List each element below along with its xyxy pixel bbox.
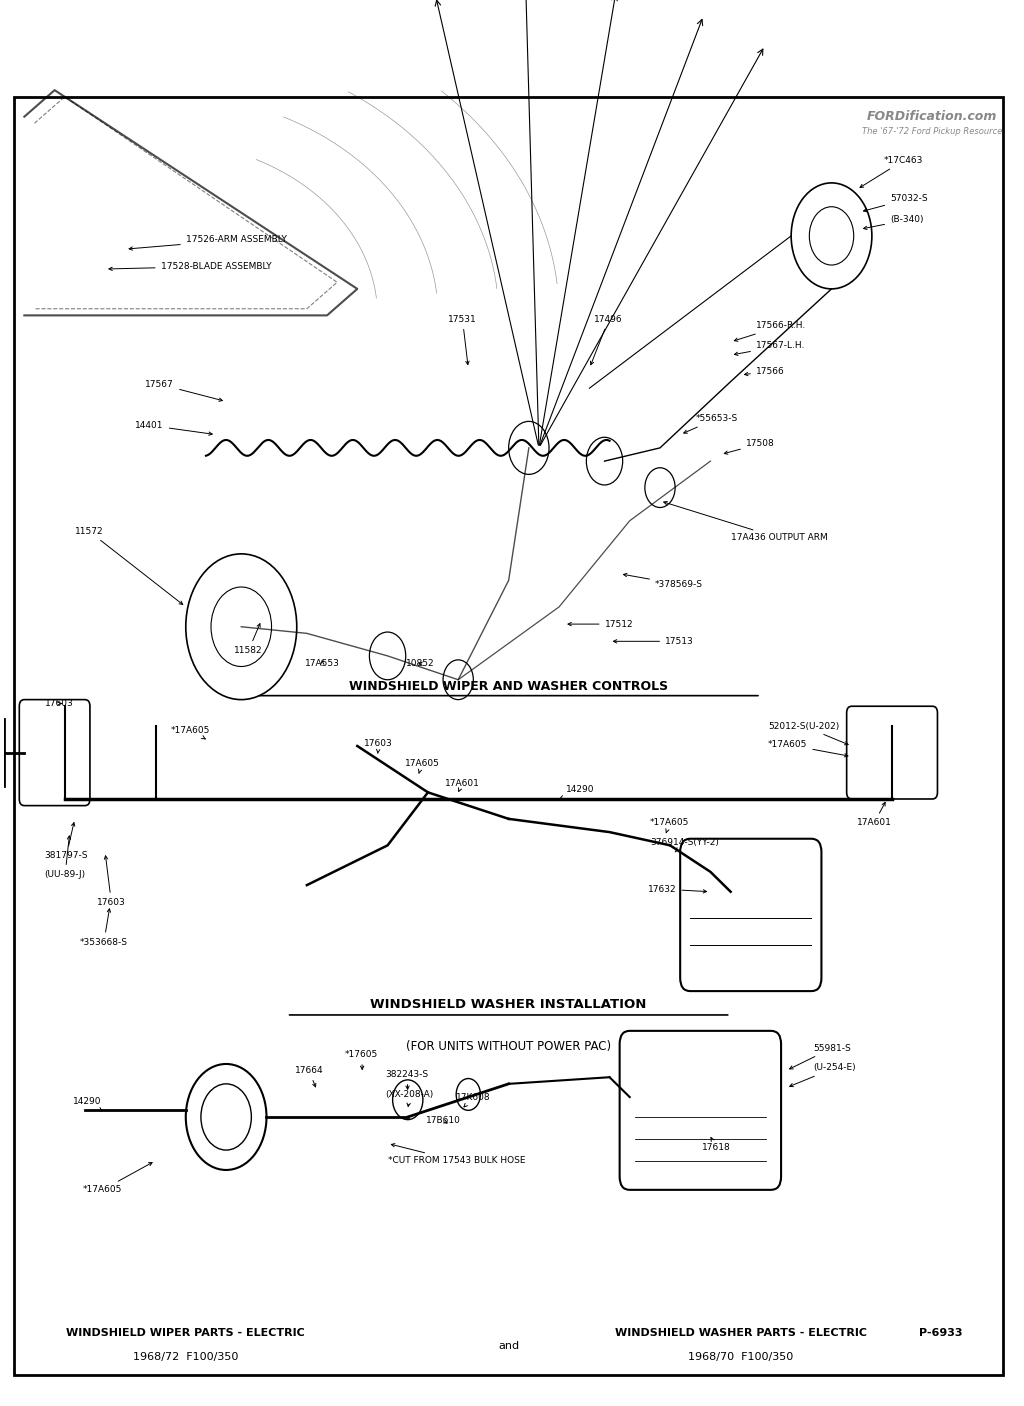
Text: WINDSHIELD WASHER PARTS - ELECTRIC: WINDSHIELD WASHER PARTS - ELECTRIC [614, 1329, 866, 1339]
Text: P-6933: P-6933 [920, 1329, 963, 1339]
Text: 17A436 OUTPUT ARM: 17A436 OUTPUT ARM [664, 502, 827, 543]
FancyBboxPatch shape [680, 839, 821, 991]
Text: 1968/72  F100/350: 1968/72 F100/350 [133, 1353, 239, 1362]
Text: 381797-S: 381797-S [44, 823, 88, 860]
Text: 17A601: 17A601 [857, 803, 892, 827]
Text: (XX-208-A): (XX-208-A) [386, 1090, 434, 1107]
Text: 17531: 17531 [449, 315, 477, 364]
Text: 17567: 17567 [145, 380, 222, 401]
Text: 17B610: 17B610 [426, 1116, 461, 1125]
Text: 17603: 17603 [365, 738, 393, 754]
Text: 17566-R.H.: 17566-R.H. [734, 322, 806, 342]
Text: *17605: *17605 [345, 1050, 379, 1070]
Text: 17528-BLADE ASSEMBLY: 17528-BLADE ASSEMBLY [109, 262, 271, 271]
Text: *378569-S: *378569-S [624, 574, 702, 589]
Text: 1968/70  F100/350: 1968/70 F100/350 [688, 1353, 794, 1362]
Text: 17618: 17618 [702, 1137, 731, 1152]
FancyBboxPatch shape [19, 700, 90, 806]
FancyBboxPatch shape [847, 706, 937, 799]
Text: and: and [498, 1341, 519, 1351]
Text: 376914-S(YY-2): 376914-S(YY-2) [650, 838, 719, 852]
Text: FORDification.com: FORDification.com [867, 110, 997, 122]
Text: 17664: 17664 [295, 1066, 324, 1087]
Text: 17A553: 17A553 [305, 659, 340, 668]
Text: 14290: 14290 [560, 785, 595, 799]
Text: 17A605: 17A605 [404, 759, 439, 773]
Text: 17K608: 17K608 [456, 1092, 490, 1107]
Text: 17567-L.H.: 17567-L.H. [734, 342, 805, 356]
Text: 57032-S: 57032-S [863, 194, 928, 212]
Text: *353668-S: *353668-S [80, 908, 128, 946]
Text: 11582: 11582 [234, 624, 263, 655]
Text: *CUT FROM 17543 BULK HOSE: *CUT FROM 17543 BULK HOSE [387, 1143, 525, 1166]
Text: 17513: 17513 [613, 637, 694, 645]
Text: 17508: 17508 [724, 440, 774, 454]
Text: (U-254-E): (U-254-E) [790, 1063, 856, 1087]
Text: 55981-S: 55981-S [790, 1043, 851, 1069]
Text: (FOR UNITS WITHOUT POWER PAC): (FOR UNITS WITHOUT POWER PAC) [407, 1040, 611, 1053]
FancyBboxPatch shape [620, 1031, 781, 1189]
Text: 10852: 10852 [406, 659, 434, 668]
Text: *17C463: *17C463 [860, 156, 924, 187]
Text: *55653-S: *55653-S [684, 415, 737, 433]
Text: WINDSHIELD WASHER INSTALLATION: WINDSHIELD WASHER INSTALLATION [371, 998, 647, 1011]
Text: 17603: 17603 [97, 856, 126, 907]
Text: *17A605: *17A605 [650, 818, 689, 832]
Text: 17632: 17632 [648, 884, 707, 894]
Text: *17A605: *17A605 [768, 740, 848, 756]
Text: (B-340): (B-340) [863, 215, 924, 229]
Text: WINDSHIELD WIPER AND WASHER CONTROLS: WINDSHIELD WIPER AND WASHER CONTROLS [349, 681, 669, 693]
Text: 17A601: 17A601 [445, 779, 480, 792]
Text: The '67-'72 Ford Pickup Resource: The '67-'72 Ford Pickup Resource [862, 128, 1002, 136]
Text: (UU-89-J): (UU-89-J) [44, 837, 86, 879]
Text: 52012-S(U-202): 52012-S(U-202) [768, 721, 848, 745]
Text: 11572: 11572 [75, 527, 182, 605]
Text: 17603: 17603 [44, 699, 74, 709]
Text: *17A605: *17A605 [171, 725, 210, 740]
Text: 17566: 17566 [744, 367, 784, 375]
Text: WINDSHIELD WIPER PARTS - ELECTRIC: WINDSHIELD WIPER PARTS - ELECTRIC [67, 1329, 305, 1339]
Text: 382243-S: 382243-S [386, 1070, 429, 1090]
Text: 17496: 17496 [591, 315, 623, 364]
Text: *17A605: *17A605 [83, 1163, 153, 1194]
Text: 14290: 14290 [73, 1097, 101, 1111]
Text: 17526-ARM ASSEMBLY: 17526-ARM ASSEMBLY [129, 235, 287, 250]
Text: 14401: 14401 [135, 420, 212, 436]
Text: 17512: 17512 [568, 620, 633, 628]
